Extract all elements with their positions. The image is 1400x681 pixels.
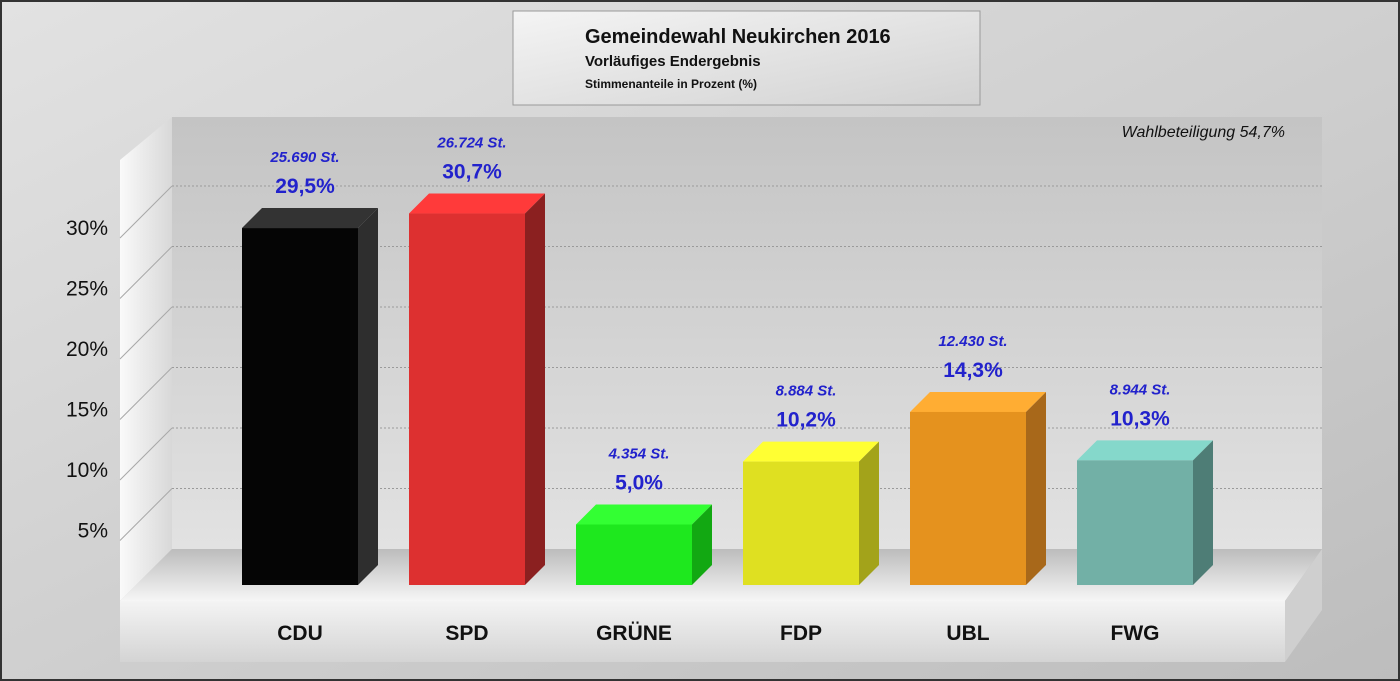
- y-tick-label: 20%: [66, 338, 108, 361]
- chart-subtitle-units: Stimmenanteile in Prozent (%): [585, 77, 757, 91]
- bar-spd: 30,7% 26.724 St.: [409, 135, 545, 585]
- bar-percent-label: 14,3%: [943, 359, 1003, 382]
- title-box: [512, 10, 981, 106]
- category-axis-base-side: [1285, 549, 1322, 662]
- bar-votes-label: 8.884 St.: [776, 383, 837, 400]
- gridline-side: [119, 246, 173, 299]
- category-label: CDU: [277, 622, 323, 645]
- category-label: SPD: [445, 622, 488, 645]
- bar-percent-label: 10,2%: [776, 409, 836, 432]
- bar-top-face: [743, 441, 879, 462]
- bar-cdu: 29,5% 25.690 St.: [242, 149, 378, 586]
- bar-top-face: [576, 504, 712, 525]
- gridline-side: [119, 367, 173, 420]
- bar-votes-label: 8.944 St.: [1110, 381, 1171, 398]
- bar-front-face: [409, 213, 525, 585]
- bar-side-face: [525, 193, 545, 585]
- bar-votes-label: 26.724 St.: [436, 135, 506, 152]
- bar-top-face: [1077, 440, 1213, 461]
- bar-side-face: [1193, 440, 1213, 585]
- gridline-side: [119, 185, 173, 239]
- gridline-side: [119, 427, 173, 481]
- y-tick-label: 5%: [78, 520, 108, 543]
- y-tick-label: 25%: [66, 278, 108, 301]
- bar-front-face: [576, 524, 692, 585]
- bar-fdp: 10,2% 8.884 St.: [743, 383, 879, 585]
- turnout-annotation: Wahlbeteiligung 54,7%: [1122, 124, 1285, 141]
- chart-subtitle: Vorläufiges Endergebnis: [585, 53, 761, 70]
- category-label: GRÜNE: [596, 622, 672, 645]
- bar-votes-label: 25.690 St.: [269, 149, 339, 166]
- category-label: FDP: [780, 622, 822, 645]
- bar-front-face: [242, 228, 358, 586]
- bar-side-face: [1026, 391, 1046, 585]
- bar-grüne: 5,0% 4.354 St.: [576, 446, 712, 585]
- bar-fwg: 10,3% 8.944 St.: [1077, 381, 1213, 585]
- bar-votes-label: 12.430 St.: [938, 333, 1007, 350]
- bar-top-face: [910, 391, 1046, 412]
- bar-front-face: [1077, 460, 1193, 585]
- bar-top-face: [409, 193, 545, 214]
- y-tick-label: 30%: [66, 217, 108, 240]
- bar-front-face: [743, 461, 859, 585]
- category-label: UBL: [946, 622, 989, 645]
- y-tick-label: 15%: [66, 399, 108, 422]
- y-tick-label: 10%: [66, 459, 108, 482]
- bar-top-face: [242, 208, 378, 229]
- bar-percent-label: 29,5%: [275, 175, 335, 198]
- category-label: FWG: [1111, 622, 1160, 645]
- bar-percent-label: 30,7%: [442, 161, 502, 184]
- bar-ubl: 14,3% 12.430 St.: [910, 333, 1046, 585]
- bar-percent-label: 10,3%: [1110, 407, 1170, 430]
- category-axis-base: [120, 601, 1285, 662]
- gridline-side: [119, 306, 173, 360]
- bar-votes-label: 4.354 St.: [608, 446, 670, 463]
- gridline-side: [119, 488, 173, 541]
- bar-front-face: [910, 411, 1026, 585]
- chart-title: Gemeindewahl Neukirchen 2016: [585, 26, 891, 48]
- bar-side-face: [692, 504, 712, 585]
- bar-side-face: [859, 441, 879, 585]
- bar-side-face: [358, 208, 378, 586]
- bar-percent-label: 5,0%: [615, 472, 663, 495]
- plot-left-wall: [120, 117, 172, 601]
